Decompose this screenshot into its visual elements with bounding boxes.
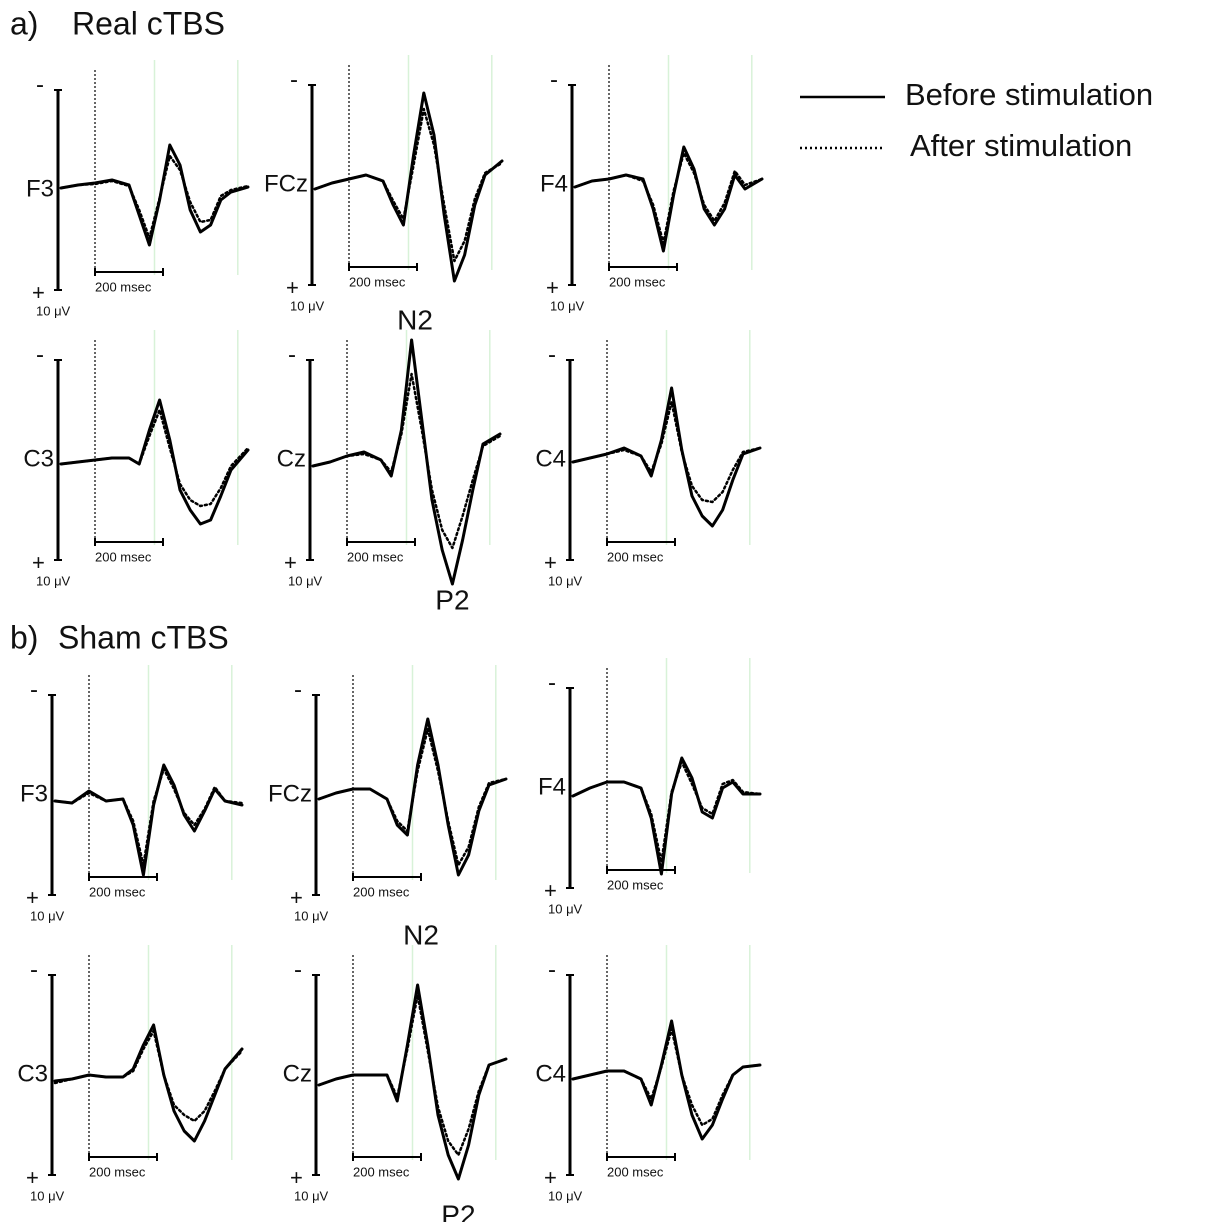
y-scale-label: 10 μV	[294, 1188, 329, 1203]
y-scale-label: 10 μV	[548, 1188, 583, 1203]
axis-sign: -	[36, 341, 44, 368]
channel-label: F4	[540, 170, 568, 197]
y-scale-label: 10 μV	[36, 303, 71, 318]
x-scale-label: 200 msec	[607, 1164, 664, 1179]
x-scale-label: 200 msec	[353, 884, 410, 899]
channel-label: Cz	[283, 1060, 312, 1087]
y-scale-label: 10 μV	[36, 573, 71, 588]
axis-sign: +	[32, 280, 45, 305]
x-scale-label: 200 msec	[609, 274, 666, 289]
legend-label: After stimulation	[910, 128, 1132, 163]
waveform	[59, 408, 250, 508]
waveform	[313, 107, 504, 263]
y-scale-label: 10 μV	[30, 1188, 65, 1203]
y-scale-label: 10 μV	[288, 573, 323, 588]
axis-sign: -	[30, 956, 38, 983]
channel-label: C4	[535, 445, 566, 472]
x-scale-label: 200 msec	[607, 549, 664, 564]
x-scale-label: 200 msec	[95, 279, 152, 294]
waveform	[53, 1029, 244, 1123]
channel-label: C3	[23, 445, 54, 472]
axis-sign: +	[26, 1165, 39, 1190]
axis-sign: +	[290, 1165, 303, 1190]
channel-label: Cz	[277, 445, 306, 472]
channel-label: C3	[17, 1060, 48, 1087]
section-label: b)	[10, 619, 38, 655]
channel-label: C4	[535, 1060, 566, 1087]
y-scale-label: 10 μV	[548, 901, 583, 916]
axis-sign: -	[294, 676, 302, 703]
channel-label: F3	[26, 175, 54, 202]
axis-sign: -	[548, 956, 556, 983]
peak-label: P2	[441, 1199, 475, 1222]
waveform	[571, 1027, 762, 1127]
waveform	[571, 386, 762, 528]
y-scale-label: 10 μV	[290, 298, 325, 313]
axis-sign: -	[294, 956, 302, 983]
x-scale-label: 200 msec	[95, 549, 152, 564]
section-title: Sham cTBS	[58, 619, 229, 655]
axis-sign: +	[26, 885, 39, 910]
axis-sign: +	[544, 878, 557, 903]
section-label: a)	[10, 5, 38, 41]
channel-label: FCz	[264, 170, 308, 197]
x-scale-label: 200 msec	[353, 1164, 410, 1179]
waveform	[573, 151, 764, 245]
peak-label: N2	[397, 304, 433, 335]
section-title: Real cTBS	[72, 5, 225, 41]
axis-sign: -	[290, 66, 298, 93]
waveform	[317, 993, 508, 1157]
waveform	[53, 767, 244, 867]
channel-label: F3	[20, 780, 48, 807]
channel-label: F4	[538, 773, 566, 800]
axis-sign: +	[290, 885, 303, 910]
waveform	[571, 760, 762, 864]
y-scale-label: 10 μV	[548, 573, 583, 588]
x-scale-label: 200 msec	[347, 549, 404, 564]
waveform	[311, 372, 502, 550]
axis-sign: +	[546, 275, 559, 300]
axis-sign: +	[544, 1165, 557, 1190]
waveform	[59, 154, 250, 240]
axis-sign: +	[544, 550, 557, 575]
y-scale-label: 10 μV	[550, 298, 585, 313]
axis-sign: +	[286, 275, 299, 300]
legend-label: Before stimulation	[905, 77, 1153, 112]
axis-sign: -	[30, 676, 38, 703]
axis-sign: +	[32, 550, 45, 575]
axis-sign: -	[36, 71, 44, 98]
axis-sign: -	[550, 66, 558, 93]
y-scale-label: 10 μV	[294, 908, 329, 923]
axis-sign: -	[288, 341, 296, 368]
axis-sign: -	[548, 669, 556, 696]
waveform	[311, 338, 502, 586]
channel-label: FCz	[268, 780, 312, 807]
peak-label: P2	[435, 584, 469, 615]
x-scale-label: 200 msec	[349, 274, 406, 289]
waveform	[317, 727, 508, 867]
peak-label: N2	[403, 919, 439, 950]
x-scale-label: 200 msec	[607, 877, 664, 892]
axis-sign: +	[284, 550, 297, 575]
waveform	[571, 400, 762, 504]
x-scale-label: 200 msec	[89, 1164, 146, 1179]
y-scale-label: 10 μV	[30, 908, 65, 923]
axis-sign: -	[548, 341, 556, 368]
x-scale-label: 200 msec	[89, 884, 146, 899]
